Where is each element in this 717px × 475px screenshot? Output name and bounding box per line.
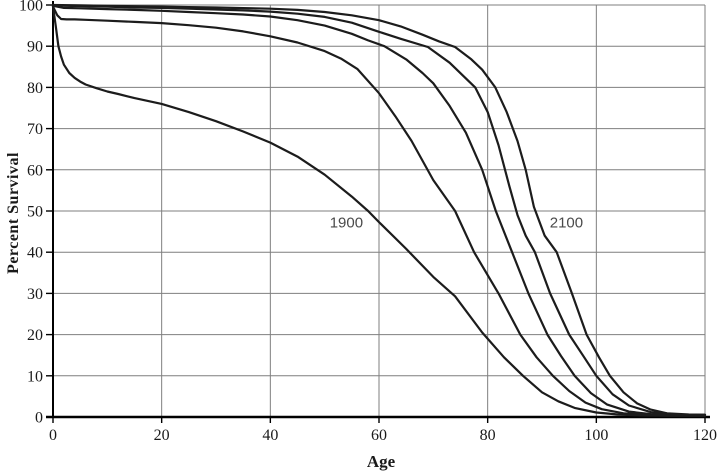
x-tick-label-0: 0 [49, 427, 57, 444]
y-tick-label-100: 100 [19, 0, 43, 15]
annotation-2100: 2100 [549, 214, 584, 232]
y-tick-label-40: 40 [27, 245, 43, 262]
y-tick-label-30: 30 [27, 286, 43, 303]
x-tick-label-40: 40 [262, 427, 278, 444]
y-tick-label-80: 80 [27, 80, 43, 97]
x-axis-title: Age [366, 452, 396, 471]
y-tick-label-50: 50 [27, 204, 43, 221]
survival-curve-1900 [51, 5, 707, 417]
y-tick-label-60: 60 [27, 162, 43, 179]
y-tick-label-10: 10 [27, 368, 43, 385]
x-tick-label-20: 20 [154, 427, 170, 444]
annotation-1900: 1900 [329, 214, 364, 232]
y-tick-label-20: 20 [27, 327, 43, 344]
survival-curve-2100 [51, 3, 707, 416]
y-tick-label-90: 90 [27, 39, 43, 56]
x-tick-label-60: 60 [371, 427, 387, 444]
y-tick-label-70: 70 [27, 121, 43, 138]
survival-curve-curve-3 [51, 4, 707, 416]
x-tick-label-100: 100 [584, 427, 608, 444]
y-tick-label-0: 0 [35, 410, 43, 427]
survival-curve-curve-4 [51, 4, 707, 416]
x-tick-label-80: 80 [480, 427, 496, 444]
y-axis-title: Percent Survival [5, 152, 22, 274]
survival-curve-curve-2 [51, 5, 707, 417]
x-tick-label-120: 120 [693, 427, 717, 444]
